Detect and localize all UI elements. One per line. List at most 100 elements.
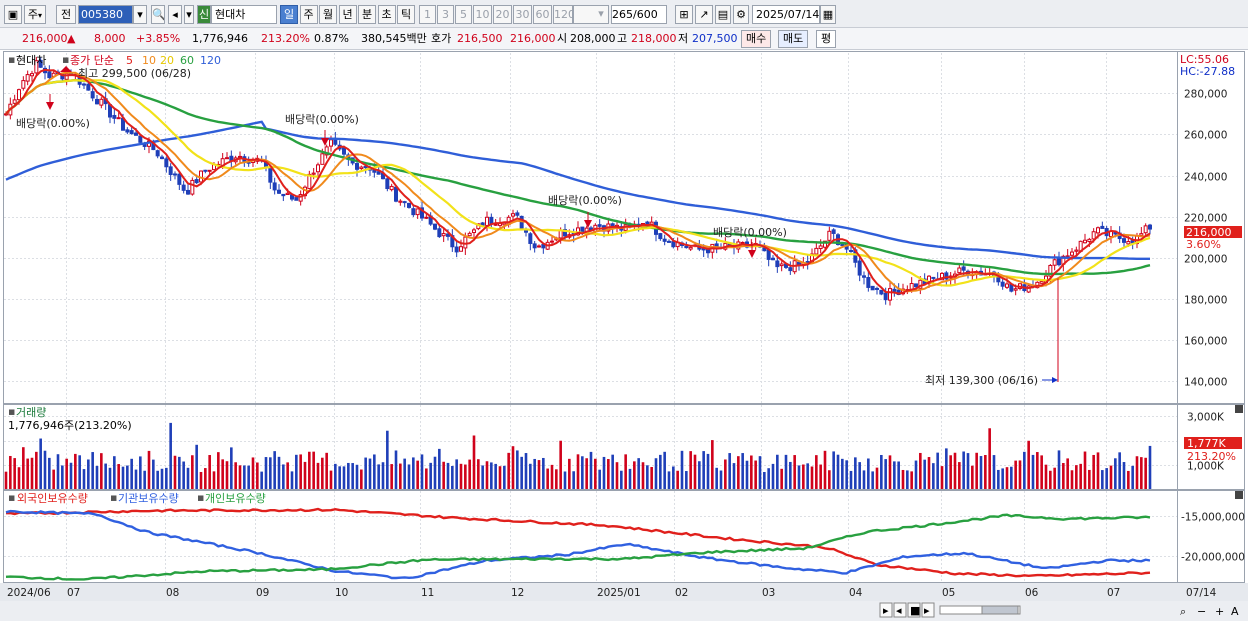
interval-button[interactable]: 1 bbox=[419, 5, 436, 24]
chart-area[interactable]: 280,000 260,000 240,000 220,000 200,000 180,0… bbox=[0, 50, 1248, 621]
volume-bar bbox=[706, 453, 710, 489]
zoom-out-icon[interactable]: − bbox=[1197, 605, 1206, 618]
scroll-start-button[interactable] bbox=[893, 602, 907, 618]
volume-bar bbox=[221, 459, 224, 489]
holding-axis-frame bbox=[1177, 490, 1245, 583]
min-marker-arrowhead bbox=[1052, 377, 1058, 383]
stock-name-field[interactable]: 현대차 bbox=[211, 5, 277, 24]
candle-body bbox=[961, 266, 966, 271]
period-button[interactable]: 주 bbox=[299, 5, 318, 24]
code-dropdown-icon[interactable]: ▾ bbox=[133, 5, 147, 24]
interval-button[interactable]: 60 bbox=[533, 5, 552, 24]
prev-button[interactable]: 전 bbox=[56, 5, 76, 24]
volume-bar bbox=[82, 469, 86, 489]
count-field[interactable]: 265/600 bbox=[611, 5, 667, 24]
volume-bar bbox=[823, 450, 827, 489]
stock-code-input[interactable]: 005380 bbox=[78, 5, 133, 24]
quote-bar: 216,000 ▲ 8,000 +3.85% 1,776,946 213.20%… bbox=[0, 28, 1248, 50]
period-button[interactable]: 틱 bbox=[397, 5, 415, 24]
volume-bar bbox=[1118, 452, 1121, 489]
chevron-down-icon[interactable]: ▾ bbox=[598, 7, 604, 20]
candle-body bbox=[827, 230, 832, 241]
interval-button[interactable]: 5 bbox=[455, 5, 472, 24]
volume-bar bbox=[113, 456, 116, 489]
custom-interval-input[interactable] bbox=[573, 5, 609, 24]
period-button[interactable]: 년 bbox=[338, 5, 357, 24]
volume-bar bbox=[715, 467, 718, 489]
price-tick-label: 240,000 bbox=[1184, 172, 1227, 184]
volume-bar bbox=[1027, 440, 1030, 489]
period-button[interactable]: 일 bbox=[280, 5, 298, 24]
holding-panel-close-icon[interactable] bbox=[1235, 491, 1243, 499]
sound-icon[interactable]: ◂ bbox=[168, 5, 182, 24]
x-axis-label: 12 bbox=[511, 587, 524, 599]
sound-dropdown-icon[interactable]: ▾ bbox=[184, 5, 194, 24]
volume-tick-label: 3,000K bbox=[1187, 412, 1225, 424]
market-select[interactable]: 주▾ bbox=[24, 5, 46, 24]
volume-bar bbox=[767, 468, 770, 489]
date-field[interactable]: 2025/07/14 bbox=[752, 5, 820, 24]
candle-body bbox=[788, 267, 793, 272]
volume-bar bbox=[477, 459, 480, 489]
interval-button[interactable]: 10 bbox=[473, 5, 492, 24]
volume-bar bbox=[754, 460, 757, 489]
holding-tick-label: -15,000,000 bbox=[1181, 512, 1245, 524]
candle-body bbox=[1057, 258, 1061, 266]
volume-bar bbox=[1109, 465, 1113, 489]
scroll-right-button[interactable] bbox=[879, 602, 893, 618]
buy-button[interactable]: 매수 bbox=[741, 30, 772, 48]
interval-button[interactable]: 30 bbox=[513, 5, 532, 24]
bottom-toolbar bbox=[0, 601, 1248, 621]
count-max: /600 bbox=[633, 8, 658, 21]
stop-button[interactable] bbox=[907, 602, 921, 618]
volume-bar bbox=[464, 464, 467, 489]
candle-body bbox=[688, 246, 693, 250]
auto-scale-icon[interactable]: A bbox=[1231, 605, 1239, 618]
window-menu-icon[interactable]: ▣ bbox=[4, 5, 22, 24]
interval-button[interactable]: 3 bbox=[437, 5, 454, 24]
zoom-icon[interactable]: ⌕ bbox=[1180, 605, 1186, 618]
sell-button[interactable]: 매도 bbox=[778, 30, 809, 48]
crosshair-icon[interactable]: ⊞ bbox=[675, 5, 693, 24]
scroll-end-button[interactable] bbox=[921, 602, 935, 618]
candle-body bbox=[164, 158, 169, 168]
x-axis-label: 2025/01 bbox=[597, 587, 641, 599]
panel-marker-icon: ▪ bbox=[197, 491, 204, 504]
period-button[interactable]: 분 bbox=[358, 5, 376, 24]
volume-bar bbox=[95, 465, 99, 489]
volume-bar bbox=[277, 456, 281, 489]
zoom-in-icon[interactable]: + bbox=[1215, 605, 1224, 618]
volume-panel-close-icon[interactable] bbox=[1235, 405, 1243, 413]
panel-marker-icon: ▪ bbox=[8, 491, 15, 504]
volume-bar bbox=[1031, 454, 1035, 489]
candle-body bbox=[467, 232, 472, 237]
search-icon[interactable]: 🔍 bbox=[151, 5, 165, 24]
volume-bar bbox=[888, 455, 892, 489]
volume-bar bbox=[958, 462, 961, 489]
volume-bar bbox=[451, 465, 454, 489]
volume-bar bbox=[737, 456, 740, 489]
volume-bar bbox=[48, 457, 51, 489]
period-button[interactable]: 월 bbox=[319, 5, 337, 24]
period-button[interactable]: 초 bbox=[377, 5, 396, 24]
gear-icon[interactable]: ⚙ bbox=[733, 5, 749, 24]
candle-body bbox=[1148, 224, 1152, 230]
candle-body bbox=[463, 236, 468, 249]
scrollbar-thumb[interactable] bbox=[981, 605, 1019, 615]
even-button[interactable]: 평 bbox=[816, 30, 837, 48]
volume-bar bbox=[581, 456, 584, 489]
volume-bar bbox=[35, 451, 38, 489]
volume-bar bbox=[555, 469, 558, 489]
calendar-icon[interactable]: ▦ bbox=[820, 5, 836, 24]
volume-bar bbox=[1101, 470, 1104, 489]
volume-bar bbox=[815, 455, 818, 489]
volume-bar bbox=[1001, 468, 1004, 489]
chart-scrollbar[interactable] bbox=[939, 605, 1021, 615]
volume-bar bbox=[303, 461, 307, 489]
save-icon[interactable]: ▤ bbox=[715, 5, 731, 24]
interval-button[interactable]: 120 bbox=[553, 5, 573, 24]
draw-tool-icon[interactable]: ↗ bbox=[695, 5, 713, 24]
candle-body bbox=[658, 233, 663, 240]
interval-button[interactable]: 20 bbox=[493, 5, 512, 24]
volume-bar bbox=[763, 471, 766, 489]
